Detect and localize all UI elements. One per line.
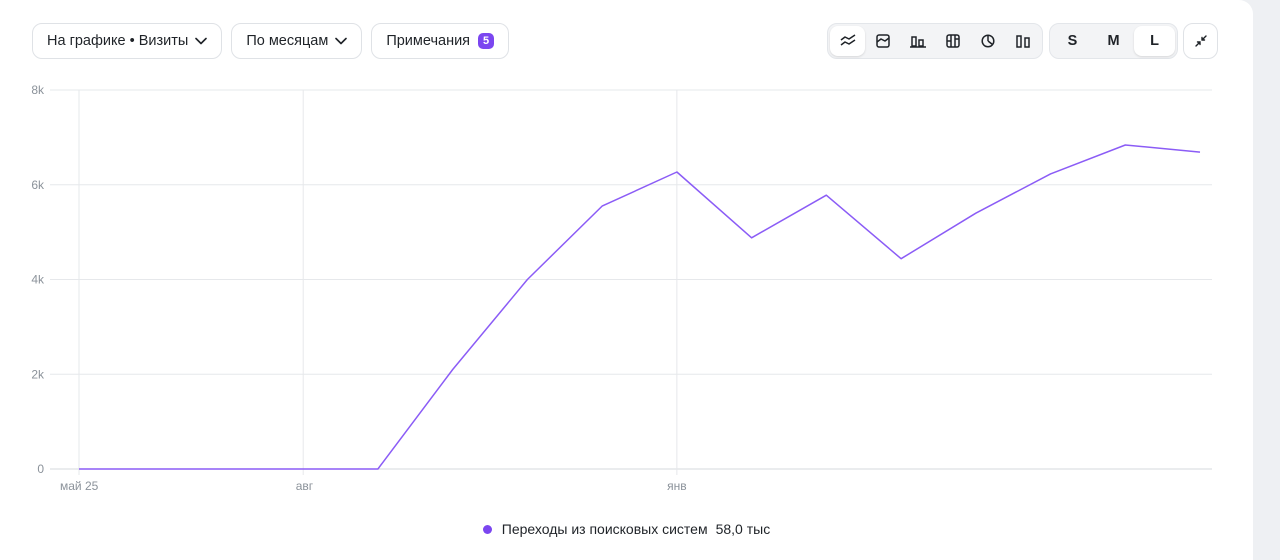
size-m-button[interactable]: M (1107, 33, 1120, 49)
bar-chart-button[interactable] (900, 26, 935, 56)
y-tick-label: 6k (31, 178, 45, 192)
on-chart-metric-label: На графике • Визиты (47, 33, 189, 49)
stacked-chart-button[interactable] (935, 26, 970, 56)
pie-chart-button[interactable] (970, 26, 1005, 56)
chevron-down-icon (195, 37, 208, 45)
stacked-chart-icon (945, 34, 960, 48)
notes-count-badge: 5 (478, 33, 495, 49)
line-chart: 0 2k 4k 6k 8k май 25 янв авг (31, 83, 1212, 493)
area-chart-icon (875, 34, 890, 48)
grouping-label: По месяцам (246, 33, 329, 49)
x-tick-label: май 25 (60, 479, 99, 493)
y-tick-label: 0 (37, 462, 44, 476)
chart-toolbar: На графике • Визиты По месяцам Примечани… (32, 23, 510, 59)
legend-series-marker (482, 524, 492, 534)
x-tick-label: авг (296, 479, 314, 493)
chart-size-switcher: S M L (1049, 23, 1178, 59)
legend-series-name[interactable]: Переходы из поисковых систем (501, 521, 708, 537)
collapse-button[interactable] (1183, 23, 1218, 59)
y-tick-label: 4k (31, 273, 45, 287)
y-tick-label: 8k (31, 83, 45, 97)
series-line (79, 144, 1201, 470)
size-s-button[interactable]: S (1067, 33, 1078, 49)
chart-card: На графике • Визиты По месяцам Примечани… (0, 0, 1253, 560)
legend-series-total: 58,0 тыс (715, 521, 771, 537)
grouping-dropdown[interactable]: По месяцам (231, 23, 363, 59)
collapse-icon (1194, 35, 1207, 47)
line-chart-button[interactable] (830, 26, 865, 56)
chart-legend: Переходы из поисковых систем 58,0 тыс (0, 521, 1253, 537)
column-chart-button[interactable] (1005, 26, 1040, 56)
size-l-button[interactable]: L (1134, 26, 1175, 56)
notes-button[interactable]: Примечания 5 (371, 23, 510, 59)
column-chart-icon (1015, 35, 1030, 48)
chart-type-switcher (827, 23, 1043, 59)
notes-label: Примечания (386, 33, 471, 49)
bar-chart-icon (909, 36, 926, 48)
area-chart-button[interactable] (865, 26, 900, 56)
on-chart-metric-dropdown[interactable]: На графике • Визиты (32, 23, 223, 59)
chevron-down-icon (335, 37, 348, 45)
pie-chart-icon (980, 34, 995, 48)
line-chart-icon (840, 34, 855, 46)
x-tick-label: янв (667, 479, 687, 493)
y-tick-label: 2k (31, 367, 45, 381)
